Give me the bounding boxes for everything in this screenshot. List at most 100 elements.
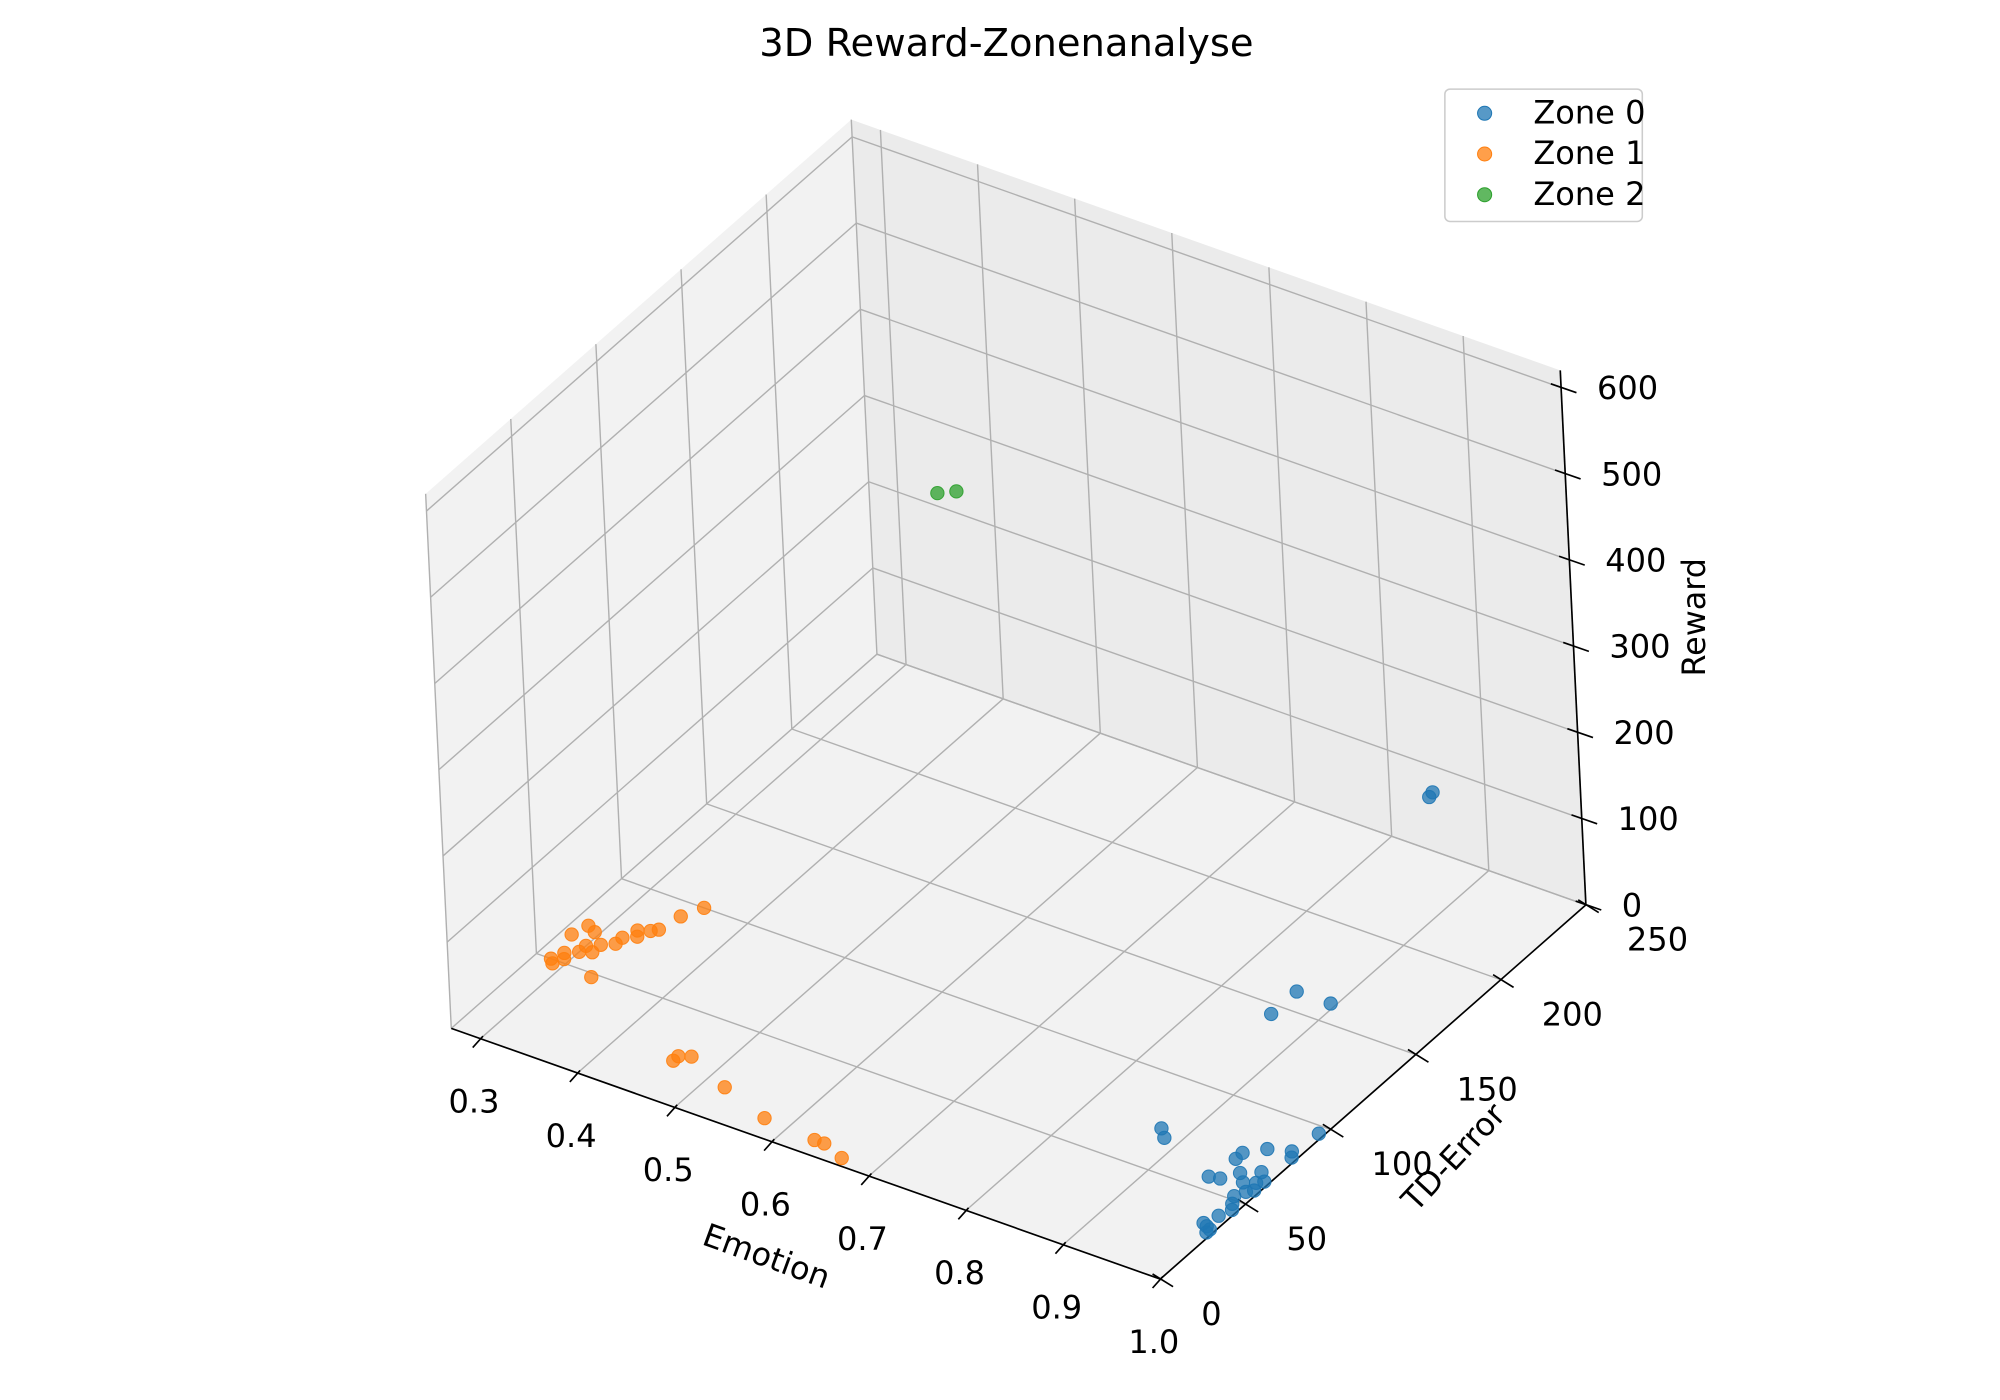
grid-line	[864, 394, 1574, 647]
grid-line	[621, 878, 1331, 1131]
data-point	[1289, 984, 1304, 999]
grid-line	[442, 481, 870, 857]
grid-line	[674, 732, 1101, 1108]
grid-line	[1073, 198, 1102, 734]
grid-line	[577, 698, 1004, 1074]
y-tick-label: 100	[1372, 1145, 1433, 1183]
z-tick-label: 100	[1618, 800, 1679, 838]
grid-line	[434, 308, 861, 685]
x-tick-label: 0.8	[934, 1254, 985, 1292]
z-tick-label: 500	[1601, 455, 1662, 493]
x-tick-mark	[569, 1069, 581, 1083]
data-point	[1196, 1215, 1211, 1231]
y-tick-label: 150	[1457, 1071, 1518, 1109]
data-point	[834, 1150, 849, 1166]
data-point	[1284, 1144, 1300, 1159]
data-point	[1425, 785, 1440, 800]
data-point	[587, 925, 602, 940]
grid-line	[706, 803, 1416, 1056]
grid-line	[765, 194, 793, 730]
z-tick-label: 600	[1597, 369, 1658, 407]
grid-line	[450, 653, 878, 1029]
y-tick-mark	[1492, 973, 1515, 989]
z-tick-mark	[1575, 900, 1602, 911]
scatter-points	[543, 484, 1440, 1240]
y-tick-mark	[1237, 1198, 1259, 1213]
grid-line	[1171, 232, 1199, 768]
data-point	[1254, 1165, 1269, 1180]
x-tick-label: 0.5	[643, 1151, 694, 1189]
data-point	[584, 970, 599, 985]
data-point	[1323, 996, 1338, 1011]
grid-line	[426, 136, 853, 512]
x-tick-label: 0.9	[1031, 1289, 1082, 1327]
axes-panes	[425, 119, 1586, 1280]
z-tick-label: 400	[1605, 542, 1666, 580]
grid-line	[536, 952, 1246, 1205]
data-point	[615, 930, 630, 945]
data-point	[684, 1049, 699, 1064]
legend-marker	[1477, 105, 1493, 121]
data-point	[717, 1080, 732, 1095]
legend-marker	[1477, 187, 1493, 203]
data-point	[930, 486, 945, 501]
grid-line	[446, 567, 874, 943]
data-point	[556, 951, 572, 967]
data-point	[671, 1049, 686, 1064]
data-point	[673, 909, 688, 924]
data-point	[1154, 1121, 1169, 1136]
y-tick-label: 0	[1201, 1295, 1221, 1333]
x-tick-label: 1.0	[1128, 1323, 1179, 1361]
grid-line	[791, 728, 1502, 981]
tick-labels: 0.30.40.50.60.70.80.91.00501001502002500…	[449, 369, 1689, 1361]
x-tick-mark	[957, 1207, 970, 1220]
chart-title: 3D Reward-Zonenanalyse	[759, 21, 1253, 66]
z-axis-label: Reward	[1675, 558, 1713, 676]
grid-line	[860, 308, 1570, 561]
z-axis-line	[1559, 370, 1587, 905]
data-point	[1211, 1208, 1226, 1223]
y-tick-label: 50	[1286, 1220, 1327, 1258]
data-point	[949, 484, 964, 499]
grid-line	[876, 653, 1587, 906]
grid-lines	[424, 119, 1587, 1280]
grid-line	[850, 119, 878, 655]
z-tick-mark	[1571, 814, 1598, 825]
x-tick-mark	[1054, 1241, 1067, 1255]
grid-line	[856, 222, 1566, 475]
data-point	[585, 945, 600, 960]
legend-label: Zone 1	[1533, 134, 1645, 172]
x-tick-label: 0.4	[546, 1117, 597, 1155]
legend-marker	[1477, 146, 1493, 162]
data-point	[757, 1111, 772, 1126]
y-tick-label: 250	[1627, 921, 1688, 959]
grid-line	[976, 164, 1004, 699]
grid-line	[680, 269, 708, 804]
grid-line	[424, 493, 452, 1029]
x-axis-label: Emotion	[698, 1216, 835, 1297]
x-tick-mark	[666, 1104, 678, 1117]
grid-line	[872, 567, 1582, 820]
x-tick-mark	[860, 1172, 873, 1186]
x-tick-label: 0.6	[740, 1186, 791, 1224]
z-tick-mark	[1567, 727, 1594, 739]
z-tick-mark	[1558, 555, 1586, 566]
y-tick-mark	[1322, 1123, 1344, 1138]
tick-marks	[472, 383, 1602, 1289]
z-tick-label: 0	[1622, 886, 1642, 924]
grid-line	[438, 395, 865, 771]
data-point	[1232, 1165, 1248, 1181]
data-point	[817, 1136, 832, 1151]
legend-label: Zone 0	[1533, 94, 1645, 132]
data-point	[1260, 1141, 1275, 1157]
grid-line	[868, 481, 1578, 734]
x-axis-line	[451, 1027, 1161, 1280]
left-pane	[425, 119, 877, 1029]
grid-line	[1462, 335, 1490, 871]
back-pane	[851, 119, 1586, 905]
y-tick-mark	[1152, 1273, 1174, 1288]
grid-line	[868, 801, 1296, 1177]
data-point	[630, 923, 645, 938]
grid-line	[1365, 301, 1393, 837]
z-tick-label: 300	[1609, 628, 1670, 666]
